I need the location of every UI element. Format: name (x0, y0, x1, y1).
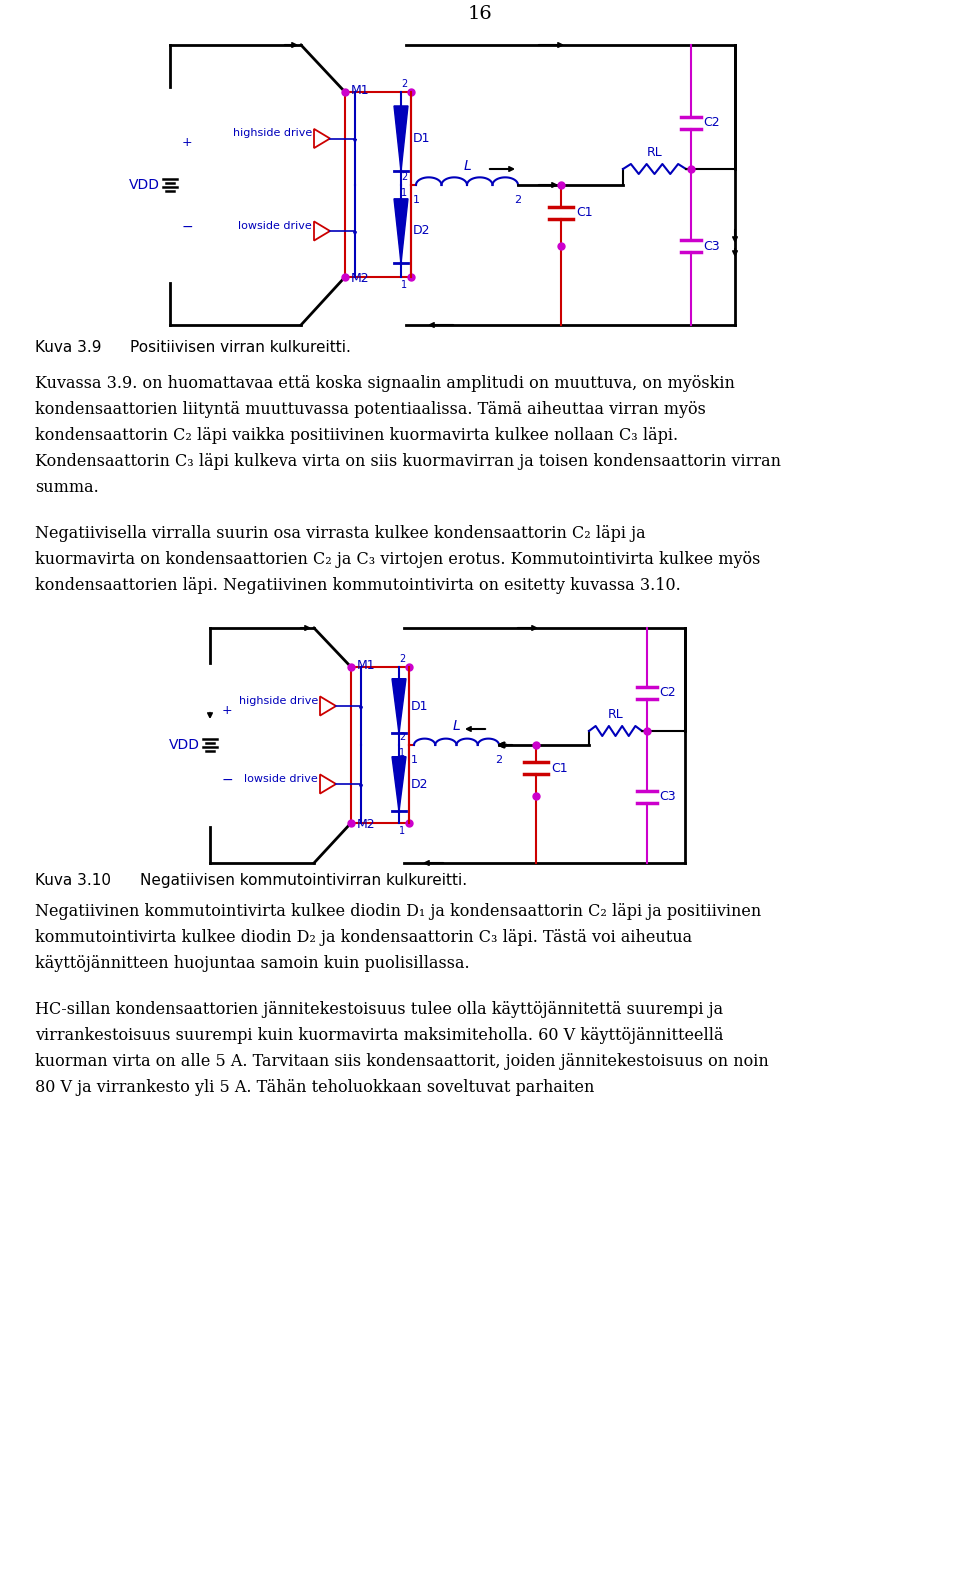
Text: 2: 2 (401, 79, 407, 90)
Text: Kondensaattorin C₃ läpi kulkeva virta on siis kuormavirran ja toisen kondensaatt: Kondensaattorin C₃ läpi kulkeva virta on… (35, 453, 781, 471)
Text: D2: D2 (413, 225, 430, 238)
Polygon shape (320, 774, 336, 793)
Text: 1: 1 (413, 195, 420, 205)
Text: kondensaattorien liityntä muuttuvassa potentiaalissa. Tämä aiheuttaa virran myös: kondensaattorien liityntä muuttuvassa po… (35, 401, 706, 419)
Text: RL: RL (647, 146, 662, 159)
Text: lowside drive: lowside drive (238, 220, 312, 231)
Text: L: L (463, 159, 470, 173)
Text: 80 V ja virrankesto yli 5 A. Tähän teholuokkaan soveltuvat parhaiten: 80 V ja virrankesto yli 5 A. Tähän tehol… (35, 1080, 594, 1096)
Text: lowside drive: lowside drive (244, 774, 318, 784)
Text: D2: D2 (411, 778, 428, 790)
Text: 2: 2 (398, 655, 405, 664)
Polygon shape (394, 198, 408, 263)
Text: C1: C1 (551, 762, 567, 774)
Text: Negatiivinen kommutointivirta kulkee diodin D₁ ja kondensaattorin C₂ läpi ja pos: Negatiivinen kommutointivirta kulkee dio… (35, 903, 761, 919)
Text: Kuvassa 3.9. on huomattavaa että koska signaalin amplitudi on muuttuva, on myösk: Kuvassa 3.9. on huomattavaa että koska s… (35, 375, 734, 392)
Text: 16: 16 (468, 5, 492, 24)
Text: 1: 1 (401, 187, 407, 198)
Text: VDD: VDD (169, 738, 200, 752)
Text: D1: D1 (411, 699, 428, 713)
Text: −: − (222, 773, 233, 787)
Text: Kuva 3.9: Kuva 3.9 (35, 340, 102, 356)
Text: kondensaattorien läpi. Negatiivinen kommutointivirta on esitetty kuvassa 3.10.: kondensaattorien läpi. Negatiivinen komm… (35, 578, 681, 593)
Text: kommutointivirta kulkee diodin D₂ ja kondensaattorin C₃ läpi. Tästä voi aiheutua: kommutointivirta kulkee diodin D₂ ja kon… (35, 929, 692, 946)
Text: L: L (452, 719, 461, 733)
Text: M2: M2 (357, 818, 375, 831)
Text: kuorman virta on alle 5 A. Tarvitaan siis kondensaattorit, joiden jännitekestois: kuorman virta on alle 5 A. Tarvitaan sii… (35, 1053, 769, 1070)
Text: C1: C1 (576, 206, 592, 219)
Text: C2: C2 (703, 116, 720, 129)
Text: HC-sillan kondensaattorien jännitekestoisuus tulee olla käyttöjännitettä suuremp: HC-sillan kondensaattorien jännitekestoi… (35, 1001, 723, 1018)
Text: highside drive: highside drive (232, 129, 312, 139)
Text: +: + (222, 704, 232, 716)
Text: Positiivisen virran kulkureitti.: Positiivisen virran kulkureitti. (130, 340, 350, 356)
Polygon shape (314, 222, 330, 241)
Text: summa.: summa. (35, 478, 99, 496)
Text: 2: 2 (495, 756, 503, 765)
Text: D1: D1 (413, 132, 430, 145)
Text: 1: 1 (411, 756, 418, 765)
Text: kuormavirta on kondensaattorien C₂ ja C₃ virtojen erotus. Kommutointivirta kulke: kuormavirta on kondensaattorien C₂ ja C₃… (35, 551, 760, 568)
Text: 2: 2 (401, 172, 407, 183)
Polygon shape (314, 129, 330, 148)
Polygon shape (394, 105, 408, 172)
Text: virrankestoisuus suurempi kuin kuormavirta maksimiteholla. 60 V käyttöjännitteel: virrankestoisuus suurempi kuin kuormavir… (35, 1026, 724, 1044)
Text: 1: 1 (399, 748, 405, 759)
Text: M2: M2 (350, 272, 370, 285)
Polygon shape (392, 757, 406, 811)
Text: Negatiivisen kommutointivirran kulkureitti.: Negatiivisen kommutointivirran kulkureit… (140, 874, 468, 888)
Text: 2: 2 (515, 195, 521, 205)
Text: Kuva 3.10: Kuva 3.10 (35, 874, 111, 888)
Text: M1: M1 (357, 660, 375, 672)
Text: M1: M1 (350, 83, 370, 98)
Text: +: + (182, 137, 193, 150)
Text: C3: C3 (659, 790, 676, 803)
Polygon shape (392, 678, 406, 733)
Text: 2: 2 (398, 732, 405, 741)
Text: 1: 1 (399, 826, 405, 836)
Text: käyttöjännitteen huojuntaa samoin kuin puolisillassa.: käyttöjännitteen huojuntaa samoin kuin p… (35, 955, 469, 973)
Text: 1: 1 (401, 280, 407, 290)
Text: C2: C2 (659, 686, 676, 699)
Text: kondensaattorin C₂ läpi vaikka positiivinen kuormavirta kulkee nollaan C₃ läpi.: kondensaattorin C₂ läpi vaikka positiivi… (35, 427, 678, 444)
Text: −: − (182, 220, 194, 235)
Text: VDD: VDD (129, 178, 160, 192)
Text: C3: C3 (703, 239, 720, 252)
Text: RL: RL (608, 708, 623, 721)
Polygon shape (320, 696, 336, 716)
Text: highside drive: highside drive (239, 696, 318, 707)
Text: Negatiivisella virralla suurin osa virrasta kulkee kondensaattorin C₂ läpi ja: Negatiivisella virralla suurin osa virra… (35, 526, 646, 541)
